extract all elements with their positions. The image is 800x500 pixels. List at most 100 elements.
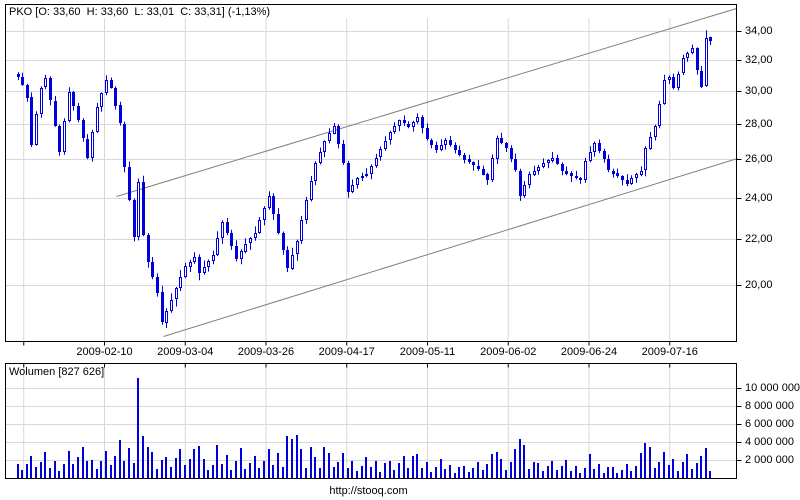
volume-bar [612, 467, 614, 478]
candle-body-hollow [166, 312, 167, 322]
candle-body-hollow [352, 186, 353, 191]
volume-bar [63, 464, 65, 478]
candle-body [561, 164, 564, 171]
candle-body [575, 176, 578, 178]
candle-body-hollow [264, 209, 265, 219]
volume-bar [310, 447, 312, 478]
volume-bar [640, 453, 642, 478]
volume-bar [440, 459, 442, 478]
candle-body [570, 173, 573, 176]
candle-body [147, 235, 150, 262]
candle-body-hollow [185, 267, 186, 276]
volume-bar [17, 464, 19, 478]
candle-body [361, 176, 364, 178]
volume-bar [156, 469, 158, 478]
candle-body [519, 171, 522, 196]
volume-bar [100, 461, 102, 478]
volume-bar [72, 464, 74, 478]
volume-bar [519, 439, 521, 478]
volume-bar [686, 454, 688, 478]
volume-bar [407, 468, 409, 478]
date-axis-label: 2009-03-04 [157, 346, 214, 358]
candle-body-hollow [631, 179, 632, 183]
volume-bar [649, 447, 651, 478]
volume-bar [398, 463, 400, 478]
volume-bar [96, 469, 98, 478]
price-panel-border [5, 4, 737, 342]
volume-bar [26, 464, 28, 478]
candle-body-hollow [706, 39, 707, 85]
volume-bar [221, 464, 223, 478]
candle-body-hollow [585, 162, 586, 179]
candle-body-hollow [641, 172, 642, 174]
volume-bar [110, 465, 112, 478]
candle-body-hollow [255, 234, 256, 237]
volume-bar [105, 451, 107, 478]
candle-body-hollow [534, 172, 535, 174]
volume-bar [505, 470, 507, 478]
candle-body-hollow [190, 263, 191, 266]
volume-bar [58, 471, 60, 478]
candle-body [486, 174, 489, 180]
price-axis-label: 26,00 [745, 153, 773, 165]
date-axis-label: 2009-02-10 [76, 346, 133, 358]
candle-body [151, 262, 154, 277]
volume-bar [272, 465, 274, 478]
candle-body-hollow [329, 134, 330, 140]
candle-body [616, 173, 619, 176]
volume-bar [700, 456, 702, 478]
candle-body [26, 85, 29, 98]
candle-body [342, 144, 345, 163]
volume-bar [416, 454, 418, 478]
candle-body-hollow [171, 301, 172, 310]
date-axis-label: 2009-03-26 [237, 346, 295, 358]
candle-body [49, 78, 52, 100]
candle-body-hollow [645, 149, 646, 169]
volume-bar [240, 448, 242, 478]
candle-body-hollow [101, 94, 102, 106]
volume-bar [133, 463, 135, 478]
volume-bar [668, 465, 670, 478]
candle-body-hollow [106, 81, 107, 92]
volume-bar [384, 463, 386, 478]
volume-bar [147, 447, 149, 478]
volume-bar [333, 467, 335, 478]
candle-body [603, 151, 606, 159]
candle-body-hollow [636, 175, 637, 177]
volume-bar [291, 439, 293, 478]
candle-body-hollow [297, 242, 298, 253]
candle-body-hollow [306, 201, 307, 219]
candle-body [286, 250, 289, 268]
candle-body-hollow [36, 115, 37, 144]
volume-bar [151, 452, 153, 478]
volume-bar [254, 456, 256, 478]
candle-body-hollow [69, 93, 70, 120]
candle-body [700, 71, 703, 87]
candle-body [477, 166, 480, 169]
volume-bar [323, 447, 325, 478]
volume-bar [523, 445, 525, 478]
candle-wicks [18, 30, 711, 328]
volume-bar [216, 445, 218, 478]
volume-bar [528, 469, 530, 478]
candle-body-hollow [204, 268, 205, 272]
candle-body [426, 128, 429, 139]
candle-body-hollow [292, 256, 293, 268]
volume-bar [137, 378, 139, 478]
volume-bar [365, 457, 367, 478]
candle-body [565, 171, 568, 174]
volume-bar [412, 456, 414, 478]
candle-body [407, 124, 410, 127]
candle-body [468, 159, 471, 162]
candle-body-hollow [552, 159, 553, 160]
volume-bar [477, 462, 479, 478]
candle-body-hollow [334, 127, 335, 133]
volume-bar [603, 473, 605, 478]
candle-body [421, 117, 424, 128]
candle-body-hollow [320, 153, 321, 162]
candle-body [77, 106, 80, 120]
volume-bar [68, 451, 70, 478]
candle-body-hollow [538, 168, 539, 170]
candle-body-hollow [380, 150, 381, 156]
